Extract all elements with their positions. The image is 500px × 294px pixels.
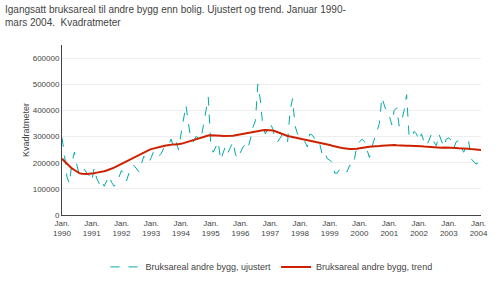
svg-text:Jan.2001: Jan.2001 — [380, 219, 398, 238]
svg-text:600000: 600000 — [33, 54, 60, 63]
svg-text:Jan.1995: Jan.1995 — [202, 219, 220, 238]
svg-text:Jan.1994: Jan.1994 — [172, 219, 190, 238]
svg-text:100000: 100000 — [33, 185, 60, 194]
svg-text:Jan.1990: Jan.1990 — [53, 219, 71, 238]
svg-text:Jan.2002: Jan.2002 — [410, 219, 428, 238]
svg-text:Jan.1998: Jan.1998 — [291, 219, 309, 238]
svg-text:Jan.1992: Jan.1992 — [113, 219, 131, 238]
svg-text:Igangsatt bruksareal til andre: Igangsatt bruksareal til andre bygg enn … — [5, 4, 346, 28]
svg-text:500000: 500000 — [33, 80, 60, 89]
svg-text:Jan.2004: Jan.2004 — [470, 219, 488, 238]
svg-text:Jan.1999: Jan.1999 — [321, 219, 339, 238]
svg-text:300000: 300000 — [33, 132, 60, 141]
svg-text:Jan.1993: Jan.1993 — [142, 219, 160, 238]
svg-text:Jan.1991: Jan.1991 — [83, 219, 101, 238]
svg-text:Bruksareal andre bygg, ujuster: Bruksareal andre bygg, ujustert — [146, 262, 272, 272]
svg-text:Bruksareal andre bygg, trend: Bruksareal andre bygg, trend — [316, 262, 432, 272]
svg-text:400000: 400000 — [33, 106, 60, 115]
svg-text:200000: 200000 — [33, 158, 60, 167]
svg-text:Jan.2000: Jan.2000 — [351, 219, 369, 238]
svg-text:0: 0 — [55, 211, 60, 220]
svg-text:Kvadratmeter: Kvadratmeter — [21, 103, 31, 157]
svg-text:Jan.1997: Jan.1997 — [261, 219, 279, 238]
svg-text:Jan.1996: Jan.1996 — [232, 219, 250, 238]
svg-text:Jan.2003: Jan.2003 — [440, 219, 458, 238]
